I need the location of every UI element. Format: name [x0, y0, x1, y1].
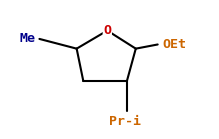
Text: O: O — [103, 24, 111, 37]
Text: OEt: OEt — [162, 38, 186, 51]
Text: Me: Me — [19, 32, 35, 45]
Text: Pr-i: Pr-i — [109, 115, 141, 128]
